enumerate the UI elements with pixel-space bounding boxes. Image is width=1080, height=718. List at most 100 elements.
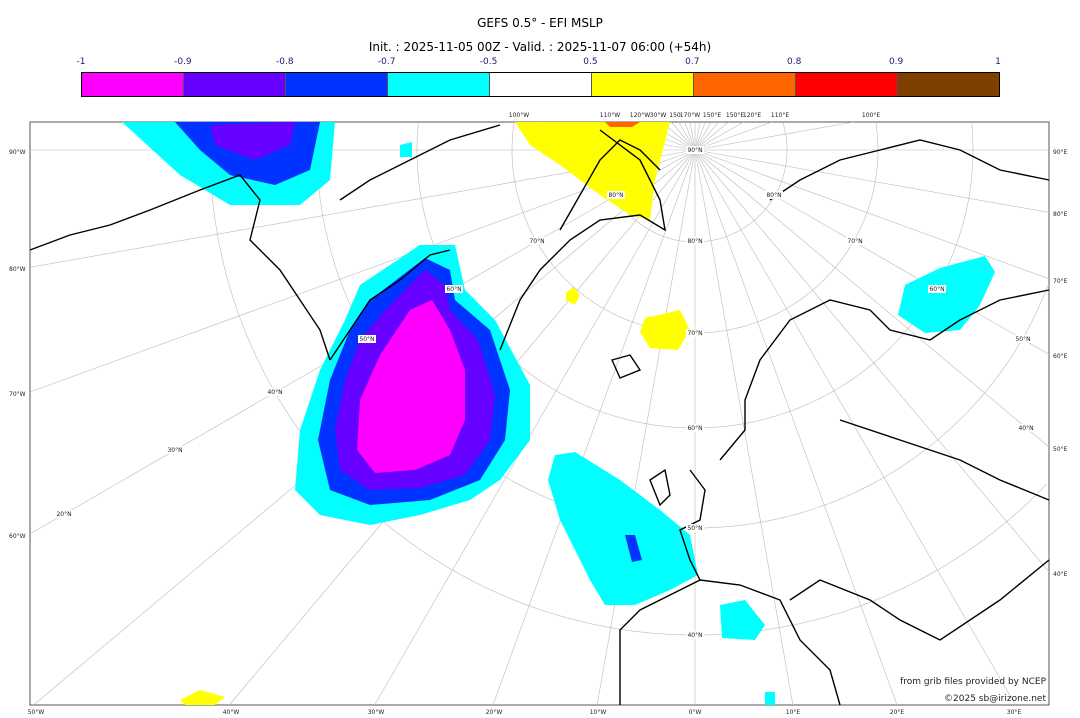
colorbar-tick-label: 0.9 xyxy=(888,57,904,67)
axis-label-left: 90°W xyxy=(9,149,26,156)
colorbar-tick-label: -0.9 xyxy=(174,57,192,67)
latitude-label: 60°N xyxy=(929,286,944,293)
colorbar-segment xyxy=(898,73,999,96)
meridian-line xyxy=(374,149,696,706)
latitude-label: 40°N xyxy=(267,389,282,396)
latitude-label: 80°N xyxy=(608,192,623,199)
axis-label-right: 60°E xyxy=(1053,353,1068,360)
axis-label-right: 40°E xyxy=(1053,571,1068,578)
axis-label-bottom: 30°E xyxy=(1007,709,1022,716)
meridian-line xyxy=(694,121,744,151)
efi-area-cyan-biscay xyxy=(548,452,698,605)
meridian-line xyxy=(694,121,773,151)
axis-label-bottom: 40°W xyxy=(223,709,240,716)
axis-label-top: 110°W xyxy=(600,112,620,119)
efi-area-orange xyxy=(605,122,640,127)
axis-label-right: 90°E xyxy=(1053,149,1068,156)
latitude-label: 40°N xyxy=(687,632,702,639)
colorbar-tick-label: -0.7 xyxy=(377,57,396,67)
coastlines xyxy=(29,124,1050,706)
latitude-label: 20°N xyxy=(56,511,71,518)
colorbar-tick-label: -1 xyxy=(76,57,86,67)
colorbar-tick-label: 0.8 xyxy=(787,57,802,67)
efi-area-yellow-small xyxy=(566,287,580,305)
latitude-label: 90°N xyxy=(687,147,702,154)
meridian-line xyxy=(671,121,696,151)
colorbar-segment xyxy=(796,73,898,96)
latitude-label: 70°N xyxy=(847,238,862,245)
efi-shading xyxy=(122,122,995,705)
meridian-line xyxy=(694,121,712,151)
meridian-line xyxy=(694,149,1016,706)
source-credit: from grib files provided by NCEP xyxy=(900,677,1047,687)
meridian-line xyxy=(694,121,706,151)
axis-label-right: 70°E xyxy=(1053,278,1068,285)
axis-label-right: 50°E xyxy=(1053,446,1068,453)
meridian-line xyxy=(694,149,1050,573)
latitude-label: 80°N xyxy=(687,238,702,245)
meridian-line xyxy=(694,121,854,151)
axis-label-left: 70°W xyxy=(9,391,26,398)
latitude-label: 50°N xyxy=(359,336,374,343)
colorbar-segment xyxy=(490,73,592,96)
meridian-line xyxy=(694,149,794,706)
axis-label-bottom: 20°E xyxy=(890,709,905,716)
efi-area-yellow-iceland xyxy=(640,310,690,350)
meridian-line xyxy=(694,149,1050,213)
latitude-label: 60°N xyxy=(687,425,702,432)
latitude-label: 80°N xyxy=(766,192,781,199)
colorbar-segment xyxy=(184,73,286,96)
colorbar-tick-label: -0.5 xyxy=(479,57,498,67)
meridian-line xyxy=(492,149,696,706)
meridian-line xyxy=(694,149,1050,448)
axis-label-top: 170°W xyxy=(680,112,700,119)
colorbar-segment xyxy=(592,73,694,96)
map-frame xyxy=(29,121,1050,706)
axis-labels: 90°W 80°W 70°W 60°W 90°E 80°E 70°E 60°E 50°E 40°E… xyxy=(9,112,1068,716)
latitude-label: 30°N xyxy=(167,447,182,454)
latitude-label: 50°N xyxy=(687,525,702,532)
efi-area-cyan-med xyxy=(720,600,765,640)
axis-label-top: 150 xyxy=(669,112,681,119)
meridian-line xyxy=(678,121,696,151)
meridian-line xyxy=(694,121,729,151)
efi-area-yellow-greenland xyxy=(515,122,670,220)
latitude-label: 70°N xyxy=(529,238,544,245)
axis-label-right: 80°E xyxy=(1053,211,1068,218)
latitude-label: 40°N xyxy=(1018,425,1033,432)
colorbar-tick-label: 0.5 xyxy=(583,57,598,67)
latitude-label: 60°N xyxy=(446,286,461,293)
axis-label-bottom: 10°W xyxy=(590,709,607,716)
copyright: ©2025 sb@irizone.net xyxy=(944,694,1046,704)
axis-label-bottom: 0°W xyxy=(689,709,702,716)
axis-label-top: 100°W xyxy=(509,112,529,119)
efi-area-yellow-south xyxy=(180,690,225,705)
axis-label-top: 150°E xyxy=(703,112,721,119)
latitude-label: 50°N xyxy=(1015,336,1030,343)
colorbar-segment xyxy=(694,73,796,96)
meridian-line xyxy=(684,121,696,151)
chart-subtitle: Init. : 2025-11-05 00Z - Valid. : 2025-1… xyxy=(368,40,712,54)
efi-area-cyan-small xyxy=(400,142,412,157)
colorbar-tick-label: -0.8 xyxy=(275,57,294,67)
efi-area-cyan-russia xyxy=(898,256,995,333)
meridian-line xyxy=(596,149,696,706)
meridian-line xyxy=(694,149,1050,280)
axis-label-top: 120°E xyxy=(743,112,761,119)
meridian-line xyxy=(694,149,1050,355)
latitude-label: 70°N xyxy=(687,330,702,337)
axis-label-top: 120°W xyxy=(630,112,650,119)
meridian-line xyxy=(689,121,696,151)
efi-area-magenta xyxy=(357,300,465,473)
colorbar-segment xyxy=(82,73,184,96)
efi-area-purple-north xyxy=(210,122,295,160)
colorbar-tick-label: 0.7 xyxy=(685,57,700,67)
axis-label-bottom: 20°W xyxy=(486,709,503,716)
efi-area-blue-biscay xyxy=(625,535,642,562)
meridian-line xyxy=(29,149,696,393)
colorbar-tick-label: 1 xyxy=(995,57,1001,67)
meridian-line xyxy=(694,121,701,151)
chart-title: GEFS 0.5° - EFI MSLP xyxy=(477,16,603,30)
axis-label-top: 30°W xyxy=(650,112,667,119)
